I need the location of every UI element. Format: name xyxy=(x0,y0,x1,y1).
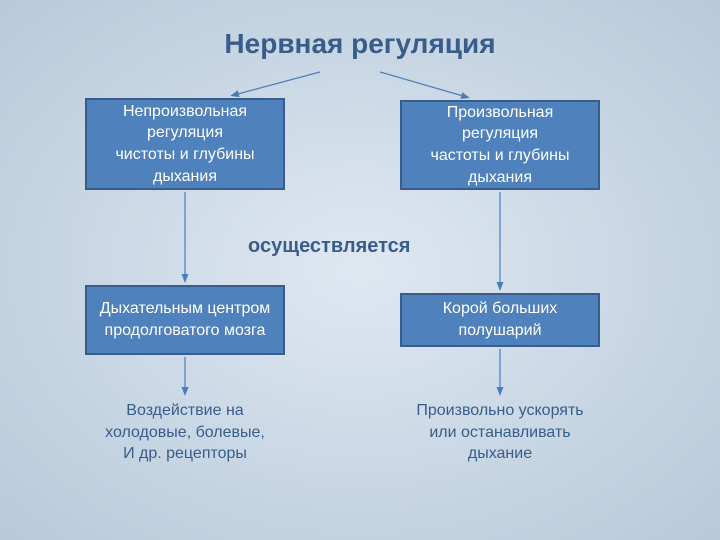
box-cortex: Корой больших полушарий xyxy=(400,293,600,347)
box-voluntary: Произвольная регуляциячастоты и глубины … xyxy=(400,100,600,190)
box-label: Корой больших полушарий xyxy=(410,298,590,341)
box-involuntary: Непроизвольная регуляциячистоты и глубин… xyxy=(85,98,285,190)
box-label: Дыхательным центром продолговатого мозга xyxy=(95,298,275,341)
box-label: Произвольная регуляциячастоты и глубины … xyxy=(410,102,590,188)
box-respiratory-center: Дыхательным центром продолговатого мозга xyxy=(85,285,285,355)
caption-voluntary: Произвольно ускорятьили останавливать ды… xyxy=(400,400,600,465)
box-label: Непроизвольная регуляциячистоты и глубин… xyxy=(95,101,275,187)
mid-label: осуществляется xyxy=(248,235,428,258)
caption-receptors: Воздействие на холодовые, болевые,И др. … xyxy=(85,400,285,465)
page-title: Нервная регуляция xyxy=(0,28,720,60)
